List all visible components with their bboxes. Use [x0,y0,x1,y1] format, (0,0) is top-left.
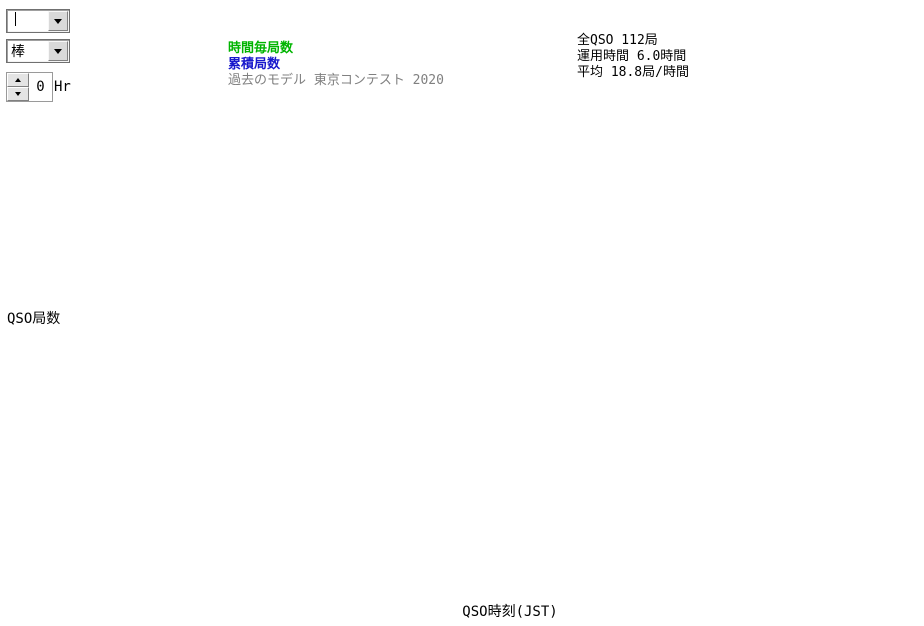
chart-style-select[interactable]: 棒 [6,39,70,63]
stat-total-qso: 全QSO 112局 [577,33,658,48]
text-caret [15,12,16,26]
band-select[interactable] [6,9,70,33]
stat-operating-time: 運用時間 6.0時間 [577,49,687,64]
spinner-down-button[interactable] [7,87,29,101]
stat-average-rate: 平均 18.8局/時間 [577,65,689,80]
hour-offset-value[interactable]: 0 [36,79,45,95]
chevron-down-icon [54,18,62,24]
chart-style-dropdown-button[interactable] [48,41,68,61]
spinner-up-button[interactable] [7,73,29,87]
hour-offset-spinner[interactable]: 0 [6,72,53,102]
y-axis-title: QSO局数 [7,311,61,327]
chevron-up-icon [15,78,21,82]
band-select-dropdown-button[interactable] [48,11,68,31]
x-axis-title: QSO時刻(JST) [462,604,558,620]
legend-item-cumulative: 累積局数 [228,57,281,72]
chart-style-select-value: 棒 [11,44,25,60]
band-select-value [7,12,48,30]
chevron-down-icon [15,92,21,96]
hour-unit-label: Hr [54,79,71,95]
legend-item-past-model: 過去のモデル 東京コンテスト 2020 [228,73,444,88]
legend-item-hourly: 時間毎局数 [228,41,294,56]
chevron-down-icon [54,48,62,54]
